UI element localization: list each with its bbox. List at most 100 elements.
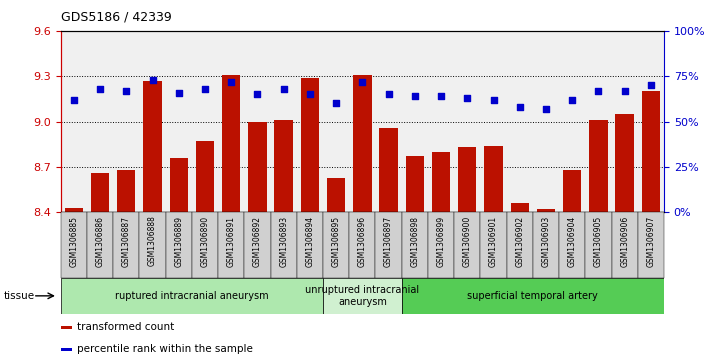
Text: GSM1306894: GSM1306894 [306,216,314,267]
Point [68,97,79,103]
Bar [65,208,83,212]
Bar [301,78,319,212]
Text: GDS5186 / 42339: GDS5186 / 42339 [61,11,171,24]
Text: superficial temporal artery: superficial temporal artery [468,291,598,301]
Text: GSM1306896: GSM1306896 [358,216,367,267]
Point [383,91,394,97]
Bar [139,212,166,278]
Text: GSM1306900: GSM1306900 [463,216,472,267]
Text: GSM1306905: GSM1306905 [594,216,603,267]
Bar [537,209,555,212]
Bar [244,212,271,278]
Text: GSM1306906: GSM1306906 [620,216,629,267]
Bar [507,212,533,278]
Bar [638,212,664,278]
Text: GSM1306902: GSM1306902 [516,216,524,267]
Text: GSM1306903: GSM1306903 [541,216,550,267]
Bar [61,348,71,351]
Bar [323,212,349,278]
Point [461,95,473,101]
Text: GSM1306901: GSM1306901 [489,216,498,267]
Bar [642,91,660,212]
Bar [144,81,161,212]
Point [304,91,316,97]
Point [619,88,630,94]
Bar [349,212,376,278]
Bar [511,203,529,212]
Point [278,86,289,92]
Text: GSM1306888: GSM1306888 [148,216,157,266]
Bar [533,212,559,278]
Bar [484,146,503,212]
Bar [169,158,188,212]
Bar [612,212,638,278]
Bar [458,147,476,212]
Text: ruptured intracranial aneurysm: ruptured intracranial aneurysm [115,291,268,301]
Bar [271,212,297,278]
Bar [248,122,266,212]
Point [514,104,526,110]
Point [593,88,604,94]
Bar [166,212,192,278]
Bar [615,114,634,212]
Bar [406,156,424,212]
Bar [589,120,608,212]
Point [173,90,184,95]
Point [436,93,447,99]
Point [409,93,421,99]
Text: GSM1306891: GSM1306891 [227,216,236,266]
Point [540,106,552,112]
Bar [379,128,398,212]
Text: GSM1306907: GSM1306907 [646,216,655,267]
Text: GSM1306899: GSM1306899 [436,216,446,267]
Text: GSM1306890: GSM1306890 [201,216,209,267]
Text: transformed count: transformed count [77,322,174,333]
Bar [91,173,109,212]
Point [252,91,263,97]
Bar [481,212,507,278]
Bar [376,212,402,278]
Text: GSM1306886: GSM1306886 [96,216,104,266]
Point [199,86,211,92]
Bar [87,212,113,278]
Bar [61,326,71,329]
Point [566,97,578,103]
Bar [113,212,139,278]
Point [645,82,657,88]
Bar [585,212,612,278]
Bar [218,212,244,278]
Text: tissue: tissue [4,291,35,301]
Point [121,88,132,94]
Bar [196,141,214,212]
Bar [274,120,293,212]
Bar [353,75,371,212]
Bar [327,178,346,212]
Point [147,77,159,83]
Bar [117,170,136,212]
Text: GSM1306889: GSM1306889 [174,216,183,266]
Text: unruptured intracranial
aneurysm: unruptured intracranial aneurysm [306,285,419,307]
Point [331,101,342,106]
Bar [563,170,581,212]
Bar [61,278,323,314]
Bar [222,75,241,212]
Text: GSM1306898: GSM1306898 [411,216,419,266]
Text: GSM1306892: GSM1306892 [253,216,262,266]
Bar [61,212,87,278]
Point [488,97,499,103]
Text: GSM1306887: GSM1306887 [122,216,131,266]
Text: GSM1306885: GSM1306885 [69,216,79,266]
Bar [428,212,454,278]
Text: GSM1306897: GSM1306897 [384,216,393,267]
Text: GSM1306893: GSM1306893 [279,216,288,267]
Bar [559,212,585,278]
Bar [402,278,664,314]
Text: GSM1306895: GSM1306895 [331,216,341,267]
Bar [297,212,323,278]
Point [356,79,368,85]
Bar [432,152,451,212]
Bar [454,212,481,278]
Text: percentile rank within the sample: percentile rank within the sample [77,344,253,354]
Point [226,79,237,85]
Text: GSM1306904: GSM1306904 [568,216,577,267]
